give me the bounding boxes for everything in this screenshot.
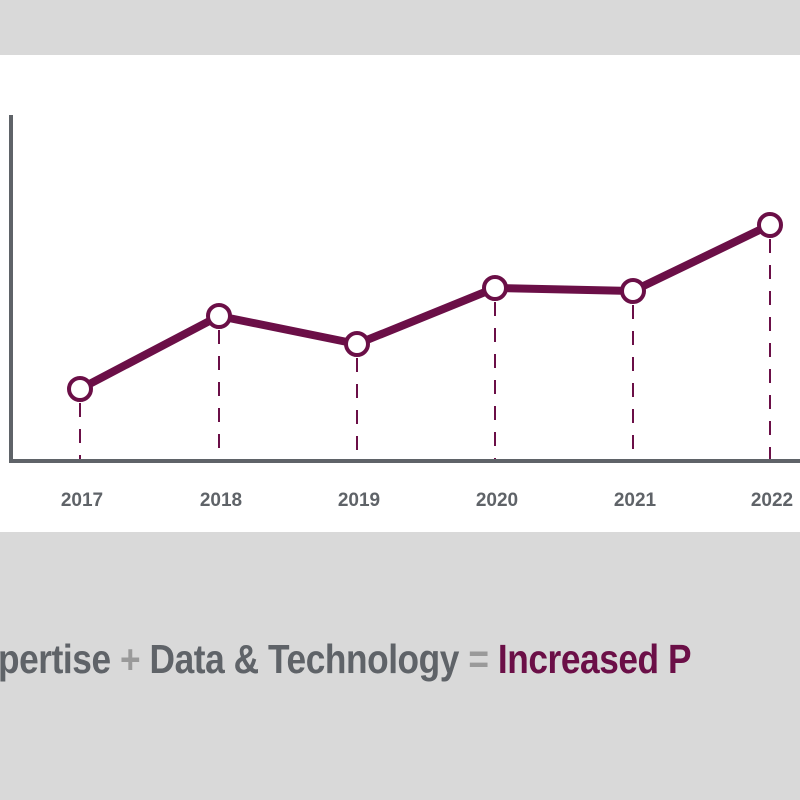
line-chart: 2017 2018 2019 2020 2021 2022 [9, 115, 800, 511]
data-point [206, 303, 232, 329]
x-tick-label: 2020 [476, 490, 518, 511]
tagline-equals: = [468, 636, 489, 682]
data-point [757, 212, 783, 238]
data-point [482, 275, 508, 301]
x-tick-label: 2019 [338, 490, 380, 511]
data-point [620, 278, 646, 304]
chart-panel: 2017 2018 2019 2020 2021 2022 [0, 55, 800, 532]
tagline-result: Increased P [497, 636, 692, 682]
data-point [67, 376, 93, 402]
tagline-plus: + [119, 636, 141, 682]
x-tick-label: 2018 [200, 490, 242, 511]
x-tick-label: 2017 [61, 490, 103, 511]
x-tick-label: 2022 [751, 490, 793, 511]
x-tick-label: 2021 [614, 490, 657, 511]
series-line [78, 221, 772, 393]
tagline-data-technology: Data & Technology [149, 636, 460, 682]
tagline-expertise: pertise [0, 636, 111, 682]
tagline: pertise + Data & Technology = Increased … [0, 636, 692, 683]
data-point [344, 331, 370, 357]
